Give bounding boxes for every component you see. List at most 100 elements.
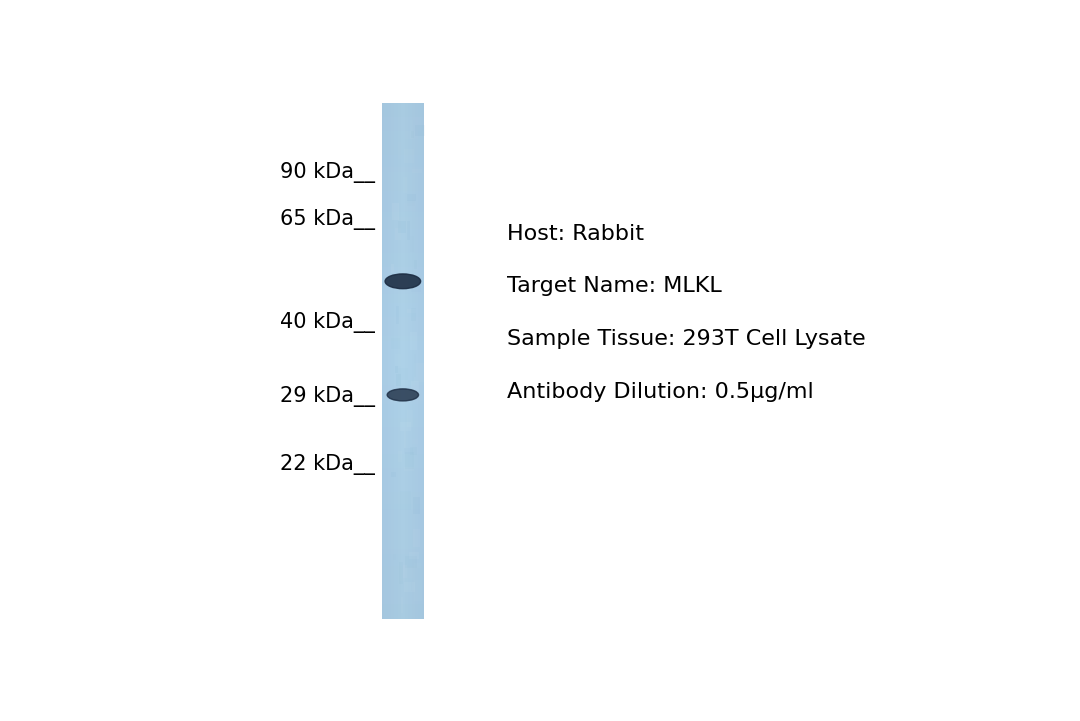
Bar xyxy=(382,141,423,143)
Bar xyxy=(382,105,423,107)
Bar xyxy=(382,567,423,570)
Bar xyxy=(382,555,423,557)
Bar xyxy=(382,474,423,477)
Bar xyxy=(399,562,403,584)
Bar xyxy=(382,488,423,490)
Bar xyxy=(382,293,423,296)
Bar xyxy=(382,142,423,144)
Bar xyxy=(382,454,423,456)
Bar xyxy=(382,614,423,616)
Bar xyxy=(382,385,423,387)
Bar xyxy=(405,438,418,443)
Bar xyxy=(382,340,423,342)
Bar xyxy=(382,498,423,500)
Bar xyxy=(382,177,423,179)
Bar xyxy=(382,497,423,499)
Bar xyxy=(382,524,423,526)
Bar xyxy=(382,216,423,218)
Bar xyxy=(382,335,423,337)
Bar xyxy=(404,203,416,211)
Bar xyxy=(382,304,423,306)
Bar xyxy=(382,557,423,559)
Bar xyxy=(382,487,423,489)
Bar xyxy=(382,540,423,542)
Bar xyxy=(407,410,414,427)
Bar xyxy=(382,559,423,561)
Bar xyxy=(382,518,423,520)
Bar xyxy=(382,528,423,530)
Bar xyxy=(382,430,423,432)
Bar xyxy=(382,481,423,484)
Bar xyxy=(382,414,423,417)
Bar xyxy=(382,276,423,279)
Bar xyxy=(382,204,423,206)
Bar xyxy=(382,495,423,497)
Bar xyxy=(409,447,418,455)
Bar xyxy=(407,200,415,205)
Text: Host: Rabbit: Host: Rabbit xyxy=(508,224,645,244)
Bar xyxy=(382,581,423,583)
Bar xyxy=(382,554,423,556)
Bar xyxy=(382,195,423,198)
Bar xyxy=(382,590,423,592)
Bar xyxy=(414,363,423,382)
Bar xyxy=(382,448,423,451)
Bar xyxy=(382,507,423,509)
Bar xyxy=(382,443,423,446)
Bar xyxy=(382,383,423,386)
Bar xyxy=(382,309,423,311)
Bar xyxy=(382,328,423,330)
Bar xyxy=(382,234,423,236)
Bar xyxy=(407,221,409,239)
Bar xyxy=(382,147,423,150)
Bar xyxy=(382,536,423,539)
Bar xyxy=(382,138,423,141)
Bar xyxy=(411,131,414,138)
Bar xyxy=(382,168,423,170)
Bar xyxy=(382,220,423,222)
Bar xyxy=(411,382,423,401)
Text: Antibody Dilution: 0.5μg/ml: Antibody Dilution: 0.5μg/ml xyxy=(508,382,814,402)
Bar xyxy=(414,580,422,601)
Bar xyxy=(404,583,416,592)
Bar xyxy=(382,209,423,211)
Bar xyxy=(395,229,401,239)
Bar xyxy=(382,275,423,277)
Bar xyxy=(382,433,423,435)
Bar xyxy=(382,541,423,544)
Bar xyxy=(382,156,423,158)
Bar xyxy=(382,161,423,164)
Bar xyxy=(382,118,423,120)
Bar xyxy=(382,261,423,263)
Bar xyxy=(392,203,399,220)
Bar xyxy=(382,400,423,402)
Bar xyxy=(382,586,423,588)
Bar xyxy=(382,302,423,304)
Bar xyxy=(382,360,423,363)
Bar xyxy=(382,106,423,108)
Bar xyxy=(382,426,423,428)
Bar xyxy=(382,332,423,334)
Bar xyxy=(382,510,423,513)
Bar xyxy=(382,251,423,253)
Bar xyxy=(400,491,411,510)
Bar xyxy=(382,358,423,360)
Bar xyxy=(410,582,413,591)
Bar xyxy=(382,364,423,366)
Bar xyxy=(382,509,423,511)
Bar xyxy=(382,187,423,189)
Text: 65 kDa__: 65 kDa__ xyxy=(280,209,375,230)
Bar xyxy=(382,192,423,195)
Bar xyxy=(382,533,423,535)
Bar xyxy=(404,467,414,471)
Bar xyxy=(382,464,423,466)
Bar xyxy=(382,345,423,348)
Bar xyxy=(382,151,423,153)
Bar xyxy=(382,270,423,272)
Bar xyxy=(413,331,415,349)
Bar xyxy=(382,466,423,468)
Bar xyxy=(382,199,423,201)
Bar xyxy=(382,231,423,234)
Bar xyxy=(382,113,423,115)
Bar xyxy=(382,144,423,146)
